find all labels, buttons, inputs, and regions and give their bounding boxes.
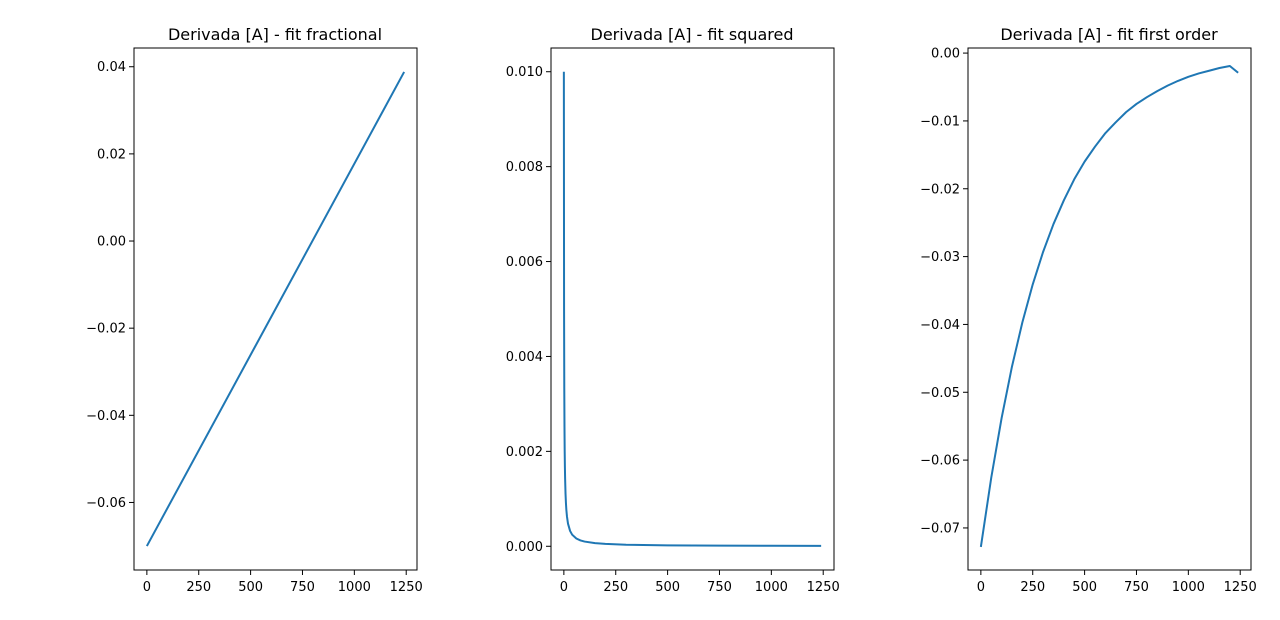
x-axis-ticks: 0 250 500 750 1000 1250: [977, 570, 1257, 595]
y-tick-label: 0.008: [506, 160, 543, 175]
axes-frame: [133, 47, 418, 571]
y-tick-label: 0.006: [506, 255, 543, 270]
subplot-title: Derivada [A] - fit squared: [591, 25, 794, 44]
subplot-fit-fractional: Derivada [A] - fit fractional 0 250 500 750…: [86, 25, 423, 595]
y-tick-label: 0.00: [931, 47, 960, 62]
x-tick-label: 1000: [755, 580, 788, 595]
subplot-fit-squared: Derivada [A] - fit squared 0 250 500 750 100…: [506, 25, 840, 595]
y-tick-label: 0.004: [506, 350, 543, 365]
x-axis-ticks: 0 250 500 750 1000 1250: [560, 570, 840, 595]
subplot-fit-first-order: Derivada [A] - fit first order 0 250 500 75…: [920, 25, 1257, 595]
y-tick-label: −0.03: [920, 250, 960, 265]
x-tick-label: 500: [655, 580, 680, 595]
x-tick-label: 250: [1020, 580, 1045, 595]
x-axis-ticks: 0 250 500 750 1000 1250: [143, 570, 423, 595]
y-axis-ticks: −0.07 −0.06 −0.05 −0.04 −0.03 −0.02 −0.01 0.00: [920, 47, 968, 536]
y-tick-label: −0.06: [920, 454, 960, 469]
x-tick-label: 250: [186, 580, 211, 595]
x-tick-label: 0: [560, 580, 568, 595]
x-tick-label: 500: [1072, 580, 1097, 595]
y-tick-label: 0.04: [97, 60, 126, 75]
x-tick-label: 250: [603, 580, 628, 595]
x-tick-label: 750: [707, 580, 732, 595]
series-layer: [562, 71, 822, 547]
x-tick-label: 1250: [1224, 580, 1257, 595]
y-tick-label: 0.002: [506, 445, 543, 460]
x-tick-label: 750: [290, 580, 315, 595]
y-tick-label: 0.000: [506, 540, 543, 555]
y-tick-label: −0.02: [920, 182, 960, 197]
axes-frame: [550, 47, 835, 571]
y-tick-label: −0.05: [920, 386, 960, 401]
series-layer: [979, 64, 1239, 548]
axes-frame: [967, 47, 1252, 571]
y-tick-label: −0.02: [86, 322, 126, 337]
y-tick-label: −0.06: [86, 496, 126, 511]
series-layer: [145, 71, 406, 547]
x-tick-label: 0: [143, 580, 151, 595]
y-tick-label: 0.02: [97, 147, 126, 162]
subplot-title: Derivada [A] - fit fractional: [168, 25, 382, 44]
x-tick-label: 1000: [1172, 580, 1205, 595]
y-tick-label: 0.00: [97, 235, 126, 250]
y-tick-label: −0.04: [86, 409, 126, 424]
x-tick-label: 1000: [338, 580, 371, 595]
subplot-title: Derivada [A] - fit first order: [1000, 25, 1218, 44]
x-tick-label: 1250: [390, 580, 423, 595]
x-tick-label: 1250: [807, 580, 840, 595]
y-axis-ticks: −0.06 −0.04 −0.02 0.00 0.02 0.04: [86, 60, 134, 511]
y-tick-label: −0.04: [920, 318, 960, 333]
series-line-0: [562, 71, 822, 547]
series-line-0: [145, 71, 406, 547]
y-tick-label: −0.01: [920, 114, 960, 129]
y-tick-label: −0.07: [920, 521, 960, 536]
x-tick-label: 750: [1124, 580, 1149, 595]
x-tick-label: 500: [238, 580, 263, 595]
x-tick-label: 0: [977, 580, 985, 595]
series-line-0: [979, 64, 1239, 548]
y-tick-label: 0.010: [506, 65, 543, 80]
y-axis-ticks: 0.000 0.002 0.004 0.006 0.008 0.010: [506, 65, 551, 555]
